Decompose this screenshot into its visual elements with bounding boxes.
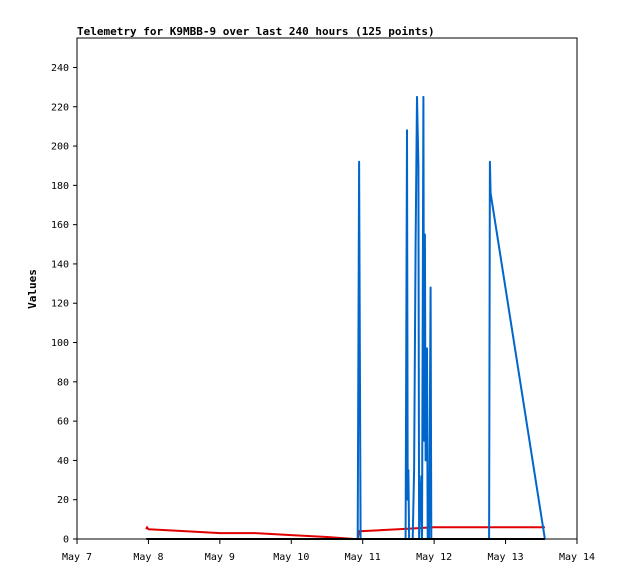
y-tick-label: 120 [51,299,69,310]
x-tick-label: May 7 [62,552,92,563]
chart-title: Telemetry for K9MBB-9 over last 240 hour… [77,25,435,38]
y-axis-label: Values [26,269,39,309]
y-tick-label: 240 [51,63,69,74]
y-tick-label: 100 [51,338,69,349]
x-tick-label: May 14 [559,552,595,563]
y-tick-label: 140 [51,259,69,270]
y-tick-label: 160 [51,220,69,231]
y-tick-label: 0 [63,535,69,546]
x-tick-label: May 8 [133,552,163,563]
y-tick-label: 40 [57,456,69,467]
y-tick-label: 20 [57,495,69,506]
x-tick-label: May 13 [488,552,524,563]
y-tick-label: 220 [51,102,69,113]
plot-frame [76,37,578,540]
series-line-2 [356,95,546,540]
series-layer [145,95,546,540]
y-tick-label: 80 [57,377,69,388]
y-tick-label: 200 [51,142,69,153]
y-tick-label: 60 [57,417,69,428]
x-tick-label: May 9 [205,552,235,563]
x-tick-label: May 10 [273,552,309,563]
x-tick-label: May 12 [416,552,452,563]
x-tick-label: May 11 [345,552,381,563]
y-tick-label: 180 [51,181,69,192]
series-line-1 [145,526,545,540]
x-axis: May 7 May 8 May 9 May 10 May 11 May 12 May 13 M… [62,539,595,563]
y-axis: 0 20 40 60 80 100 120 140 160 180 200 220 240 [51,63,77,546]
